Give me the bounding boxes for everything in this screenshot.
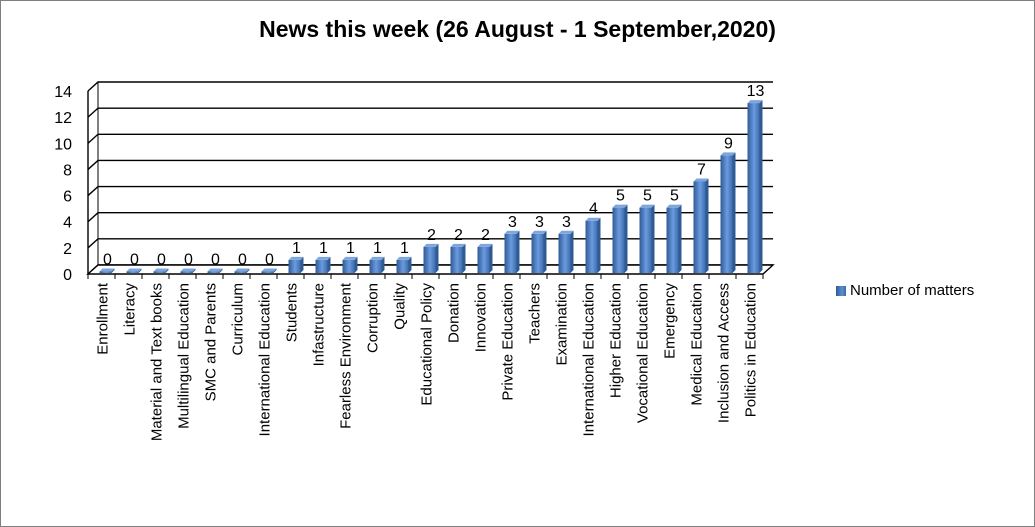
bar (477, 243, 493, 273)
data-label: 3 (508, 214, 517, 231)
bar (558, 230, 574, 273)
bar (261, 268, 277, 273)
gridline (87, 81, 773, 92)
data-label: 1 (346, 240, 355, 257)
x-tick-label: Inclusion and Access (716, 283, 733, 423)
x-tick-label: Teachers (527, 283, 544, 344)
data-label: 2 (481, 227, 490, 244)
gridline (87, 107, 773, 118)
x-tick-label: Emergency (662, 283, 679, 359)
x-tick-label: Politics in Education (743, 283, 760, 417)
bar (126, 268, 142, 273)
x-tick-label: Vocational Education (635, 283, 652, 423)
bar (612, 204, 628, 273)
x-tick-label: Examination (554, 283, 571, 366)
x-tick-label: Literacy (122, 283, 139, 336)
bar (693, 178, 709, 273)
x-tick-label: Quality (392, 283, 409, 330)
y-tick-label: 2 (63, 241, 72, 258)
bar (396, 256, 412, 273)
y-tick-label: 8 (63, 162, 72, 179)
x-tick-label: Curriculum (230, 283, 247, 356)
legend-swatch (836, 285, 846, 296)
bar (531, 230, 547, 273)
chart-title: News this week (26 August - 1 September,… (259, 16, 776, 42)
y-tick-label: 10 (54, 136, 72, 153)
gridline (87, 159, 773, 170)
data-label: 0 (238, 252, 247, 269)
bar (450, 243, 466, 273)
y-tick-label: 14 (54, 84, 72, 101)
y-tick-label: 4 (63, 215, 72, 232)
x-tick-label: Private Education (500, 283, 517, 401)
x-tick-label: Fearless Environment (338, 282, 355, 429)
bar (639, 204, 655, 273)
bar (153, 268, 169, 273)
x-tick-label: Medical Education (689, 283, 706, 406)
data-label: 3 (562, 214, 571, 231)
bar (369, 256, 385, 273)
bar (747, 100, 763, 273)
data-label: 2 (427, 227, 436, 244)
bar (666, 204, 682, 273)
x-tick-label: Corruption (365, 283, 382, 353)
y-tick-label: 0 (63, 267, 72, 284)
bar (234, 268, 250, 273)
data-label: 0 (211, 252, 220, 269)
x-tick-label: Multilingual Education (176, 283, 193, 429)
data-label: 0 (157, 252, 166, 269)
bar (207, 268, 223, 273)
data-label: 7 (697, 162, 706, 179)
data-label: 5 (670, 188, 679, 205)
legend-label: Number of matters (850, 282, 975, 299)
data-label: 0 (265, 252, 274, 269)
x-tick-label: Educational Policy (419, 283, 436, 406)
data-label: 5 (616, 188, 625, 205)
x-tick-label: Material and Text books (149, 283, 166, 441)
data-label: 0 (130, 252, 139, 269)
data-label: 9 (724, 135, 733, 152)
y-tick-label: 12 (54, 110, 72, 127)
x-tick-label: International Education (581, 283, 598, 436)
x-tick-label: Higher Education (608, 283, 625, 398)
y-tick-label: 6 (63, 189, 72, 206)
data-label: 0 (103, 252, 112, 269)
data-label: 1 (319, 240, 328, 257)
data-label: 5 (643, 188, 652, 205)
bar (504, 230, 520, 273)
x-tick-label: Enrollment (95, 282, 112, 355)
x-tick-label: SMC and Parents (203, 283, 220, 401)
data-label: 1 (373, 240, 382, 257)
bar (99, 268, 115, 273)
x-tick-label: Innovation (473, 283, 490, 352)
gridline (87, 133, 773, 144)
x-tick-label: International Education (257, 283, 274, 436)
data-label: 1 (400, 240, 409, 257)
data-label: 13 (747, 83, 765, 100)
bar (585, 217, 601, 273)
data-label: 4 (589, 201, 598, 218)
x-tick-label: Students (284, 283, 301, 342)
data-label: 2 (454, 227, 463, 244)
bar (423, 243, 439, 273)
bar (720, 152, 736, 273)
bar (342, 256, 358, 273)
data-label: 0 (184, 252, 193, 269)
legend: Number of matters (836, 282, 974, 299)
x-tick-label: Donation (446, 283, 463, 343)
data-label: 1 (292, 240, 301, 257)
bar (315, 256, 331, 273)
bar (180, 268, 196, 273)
data-label: 3 (535, 214, 544, 231)
x-tick-label: Infastructure (311, 283, 328, 366)
bar (288, 256, 304, 273)
